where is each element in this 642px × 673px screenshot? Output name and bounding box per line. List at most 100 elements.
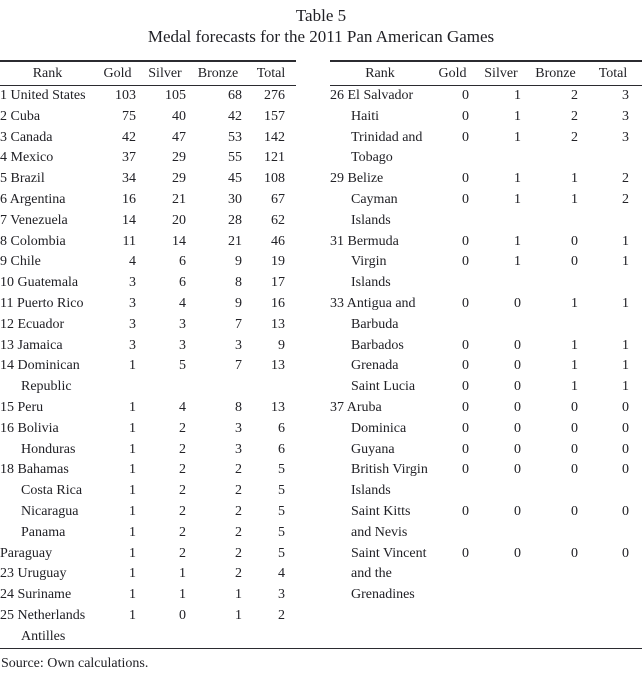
bronze-cell: 55 [228,150,242,166]
country-cell: 37 Aruba [330,399,382,415]
silver-cell: 0 [514,358,521,374]
country-cell: 16 Bolivia [0,420,59,436]
column-header-total: Total [246,61,296,86]
silver-cell: 3 [179,316,186,332]
country-cell: Barbados [351,337,404,353]
country-cell: Haiti [351,108,379,124]
silver-cell: 21 [172,191,186,207]
table-row: Barbados 0 0 1 1 [330,336,642,357]
country-cell: Panama [21,524,66,540]
bronze-cell: 2 [235,566,242,582]
total-cell: 3 [622,108,629,124]
table-row: Grenada 0 0 1 1 [330,356,642,377]
table-row: Honduras 1 2 3 6 [0,440,296,461]
table-row: 18 Bahamas 1 2 2 5 [0,460,296,481]
country-cell: 2 Cuba [0,108,41,124]
table-body-left: 1 United States 103 105 68 276 2 Cuba 75… [0,86,296,648]
gold-cell: 3 [129,316,136,332]
gold-cell: 0 [462,503,469,519]
gold-cell: 0 [462,379,469,395]
country-cell: 25 Netherlands Antilles [0,607,86,644]
column-header-bronze: Bronze [527,61,584,86]
table-row: Saint Vincent and the Grenadines 0 0 0 0 [330,544,642,606]
column-header-rank: Rank [0,61,95,86]
country-cell: Costa Rica [21,483,83,499]
table-header: Rank Gold Silver Bronze Total [0,61,296,86]
total-cell: 3 [278,587,285,603]
silver-cell: 47 [172,129,186,145]
country-cell: Nicaragua [21,503,79,519]
silver-cell: 0 [514,503,521,519]
bronze-cell: 2 [235,503,242,519]
gold-cell: 0 [462,337,469,353]
silver-cell: 14 [172,233,186,249]
country-cell: Saint Kitts and Nevis [351,503,411,540]
total-cell: 5 [278,483,285,499]
table-row: Haiti 0 1 2 3 [330,107,642,128]
bronze-cell: 7 [235,358,242,374]
country-cell: 8 Colombia [0,233,66,249]
total-cell: 276 [264,88,285,103]
total-cell: 9 [278,337,285,353]
total-cell: 0 [622,503,629,519]
total-cell: 108 [264,171,285,187]
table-row: Saint Lucia 0 0 1 1 [330,377,642,398]
country-cell: 31 Bermuda [330,233,399,249]
gold-cell: 0 [462,129,469,145]
country-cell: 4 Mexico [0,150,54,166]
total-cell: 142 [264,129,285,145]
silver-cell: 2 [179,545,186,561]
table-row: 25 Netherlands Antilles 1 0 1 2 [0,606,296,648]
gold-cell: 0 [462,108,469,124]
table-row: Virgin Islands 0 1 0 1 [330,252,642,294]
gold-cell: 1 [129,358,136,374]
table-row: Saint Kitts and Nevis 0 0 0 0 [330,502,642,544]
total-cell: 5 [278,503,285,519]
silver-cell: 5 [179,358,186,374]
bronze-cell: 0 [571,503,578,519]
table-row: 6 Argentina 16 21 30 67 [0,190,296,211]
tables-container: Rank Gold Silver Bronze Total 1 United S… [0,60,642,649]
bronze-cell: 2 [571,88,578,103]
silver-cell: 0 [514,462,521,478]
bronze-cell: 3 [235,420,242,436]
total-cell: 3 [622,129,629,145]
bronze-cell: 8 [235,275,242,291]
total-cell: 17 [271,275,285,291]
medal-table-left: Rank Gold Silver Bronze Total 1 United S… [0,60,296,648]
country-cell: Saint Lucia [351,379,416,395]
bronze-cell: 1 [235,587,242,603]
silver-cell: 0 [514,399,521,415]
total-cell: 0 [622,399,629,415]
gold-cell: 1 [129,587,136,603]
country-cell: Honduras [21,441,76,457]
country-cell: 26 El Salvador [330,88,414,103]
column-header-silver: Silver [140,61,190,86]
gold-cell: 75 [122,108,136,124]
silver-cell: 1 [514,191,521,207]
table-row: Costa Rica 1 2 2 5 [0,481,296,502]
total-cell: 0 [622,441,629,457]
total-cell: 46 [271,233,285,249]
total-cell: 1 [622,337,629,353]
bronze-cell: 0 [571,399,578,415]
column-header-silver: Silver [475,61,527,86]
table-row: Cayman Islands 0 1 1 2 [330,190,642,232]
silver-cell: 40 [172,108,186,124]
table-row: 23 Uruguay 1 1 2 4 [0,564,296,585]
gold-cell: 14 [122,212,136,228]
table-row: Guyana 0 0 0 0 [330,440,642,461]
silver-cell: 2 [179,420,186,436]
column-header-total: Total [584,61,642,86]
column-header-gold: Gold [430,61,475,86]
silver-cell: 4 [179,399,186,415]
total-cell: 157 [264,108,285,124]
silver-cell: 1 [514,129,521,145]
total-cell: 0 [622,420,629,436]
country-cell: 13 Jamaica [0,337,63,353]
gold-cell: 0 [462,191,469,207]
table-row: 13 Jamaica 3 3 3 9 [0,336,296,357]
bronze-cell: 1 [571,295,578,311]
bronze-cell: 1 [235,607,242,623]
